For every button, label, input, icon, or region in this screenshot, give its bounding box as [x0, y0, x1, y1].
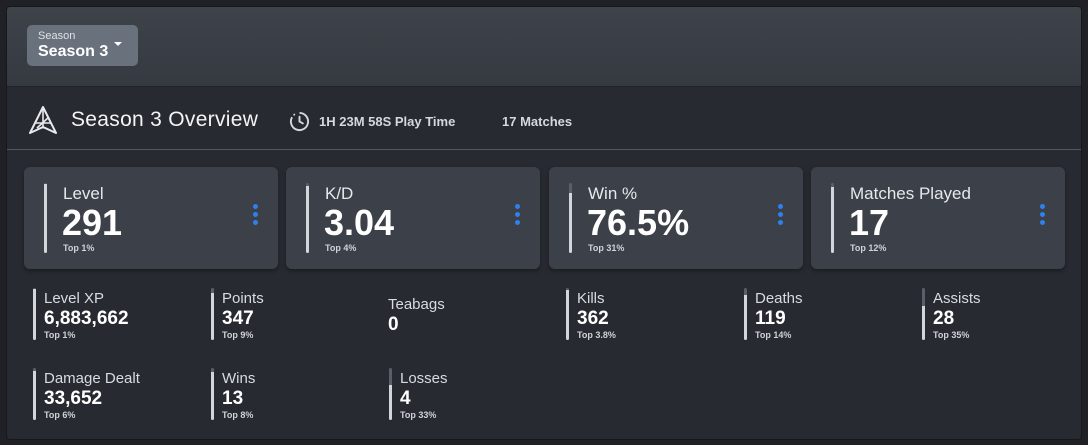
- stat-card-label: K/D: [325, 184, 354, 203]
- rank-bar: [44, 183, 47, 253]
- stat-label: Level XP: [44, 290, 105, 307]
- stat-value: 4: [400, 388, 411, 409]
- stat-card-rank: Top 31%: [588, 243, 625, 253]
- stat-value: 6,883,662: [44, 308, 129, 329]
- overview-header: Season 3 Overview 1H 23M 58S Play Time 1…: [7, 87, 1081, 150]
- stat-deaths: Deaths 119 Top 14%: [744, 288, 914, 342]
- rank-bar-fill: [566, 290, 569, 340]
- rank-bar: [211, 288, 214, 340]
- stat-wins: Wins 13 Top 8%: [211, 368, 381, 422]
- rank-bar-fill: [569, 192, 572, 253]
- rank-bar-fill: [33, 371, 36, 420]
- stat-card-value: 291: [62, 202, 123, 243]
- stat-assists: Assists 28 Top 35%: [922, 288, 1081, 342]
- stat-card-label: Win %: [588, 184, 638, 203]
- rank-bar: [389, 368, 392, 420]
- stat-rank: Top 14%: [755, 330, 792, 340]
- page-title: Season 3 Overview: [71, 108, 259, 131]
- stat-rank: Top 9%: [222, 330, 254, 340]
- stat-card-rank: Top 4%: [325, 243, 357, 253]
- rank-bar-fill: [389, 385, 392, 420]
- play-time: 1H 23M 58S Play Time: [319, 114, 456, 129]
- stat-rank: Top 33%: [400, 410, 437, 420]
- stat-losses: Losses 4 Top 33%: [389, 368, 559, 422]
- stat-label: Damage Dealt: [44, 370, 140, 387]
- stat-rank: Top 6%: [44, 410, 76, 420]
- match-count: 17 Matches: [502, 114, 573, 129]
- stat-label: Wins: [222, 370, 256, 387]
- more-options-icon[interactable]: [1036, 204, 1048, 230]
- stat-rank: Top 35%: [933, 330, 970, 340]
- stat-level-xp: Level XP 6,883,662 Top 1%: [33, 288, 203, 342]
- stat-card-value: 3.04: [324, 202, 395, 243]
- rank-bar: [744, 288, 747, 340]
- stats-panel: Season Season 3 Season 3 Overview 1H 23M…: [6, 6, 1082, 440]
- stat-damage-dealt: Damage Dealt 33,652 Top 6%: [33, 368, 203, 422]
- stat-value: 13: [222, 388, 244, 409]
- header-bar: Season Season 3: [7, 7, 1081, 87]
- rank-bar: [831, 183, 834, 253]
- stat-label: Kills: [577, 290, 605, 307]
- rank-bar-fill: [44, 183, 47, 253]
- rank-bar: [33, 368, 36, 420]
- stat-value: 28: [933, 308, 955, 329]
- rank-bar: [211, 368, 214, 420]
- stat-card-label: Level: [63, 184, 104, 203]
- stat-label: Points: [222, 290, 264, 307]
- rank-bar-fill: [33, 288, 36, 340]
- clock-icon: [289, 111, 310, 131]
- rank-bar-fill: [211, 292, 214, 340]
- rank-bar-fill: [306, 185, 309, 253]
- stat-card-value: 17: [849, 202, 890, 243]
- stat-value: 33,652: [44, 388, 103, 409]
- stat-label: Deaths: [755, 290, 803, 307]
- more-options-icon[interactable]: [511, 204, 523, 230]
- rank-bar-fill: [831, 187, 834, 253]
- rank-bar: [33, 288, 36, 340]
- stat-label: Losses: [400, 370, 448, 387]
- stat-card-win-percent: Win % 76.5% Top 31%: [549, 167, 803, 269]
- game-logo-icon: [29, 106, 57, 134]
- stat-card-matches-played: Matches Played 17 Top 12%: [811, 167, 1065, 269]
- season-dropdown-label: Season: [38, 30, 76, 42]
- more-options-icon[interactable]: [774, 204, 786, 230]
- stat-kills: Kills 362 Top 3.8%: [566, 288, 736, 342]
- stat-value: 347: [222, 308, 254, 329]
- season-dropdown[interactable]: Season Season 3: [27, 25, 138, 66]
- stat-label: Teabags: [388, 296, 445, 313]
- stat-teabags: Teabags 0: [377, 294, 547, 348]
- season-dropdown-value: Season 3: [38, 43, 109, 60]
- stat-card-rank: Top 1%: [63, 243, 95, 253]
- rank-bar-fill: [922, 306, 925, 340]
- stat-rank: Top 8%: [222, 410, 254, 420]
- stat-rank: Top 3.8%: [577, 330, 616, 340]
- stat-value: 119: [755, 308, 786, 329]
- rank-bar-fill: [211, 372, 214, 420]
- stat-points: Points 347 Top 9%: [211, 288, 381, 342]
- rank-bar: [922, 288, 925, 340]
- rank-bar: [566, 288, 569, 340]
- stat-label: Assists: [933, 290, 981, 307]
- stat-value: 362: [577, 308, 609, 329]
- stat-rank: Top 1%: [44, 330, 76, 340]
- stat-card-kd: K/D 3.04 Top 4%: [286, 167, 540, 269]
- rank-bar: [569, 183, 572, 253]
- stat-card-label: Matches Played: [850, 184, 971, 203]
- stat-card-rank: Top 12%: [850, 243, 887, 253]
- rank-bar-fill: [744, 295, 747, 340]
- stat-card-level: Level 291 Top 1%: [24, 167, 278, 269]
- rank-bar: [306, 183, 309, 253]
- stat-value: 0: [388, 314, 399, 335]
- more-options-icon[interactable]: [249, 204, 261, 230]
- stat-card-value: 76.5%: [587, 202, 690, 243]
- caret-down-icon: [114, 42, 122, 46]
